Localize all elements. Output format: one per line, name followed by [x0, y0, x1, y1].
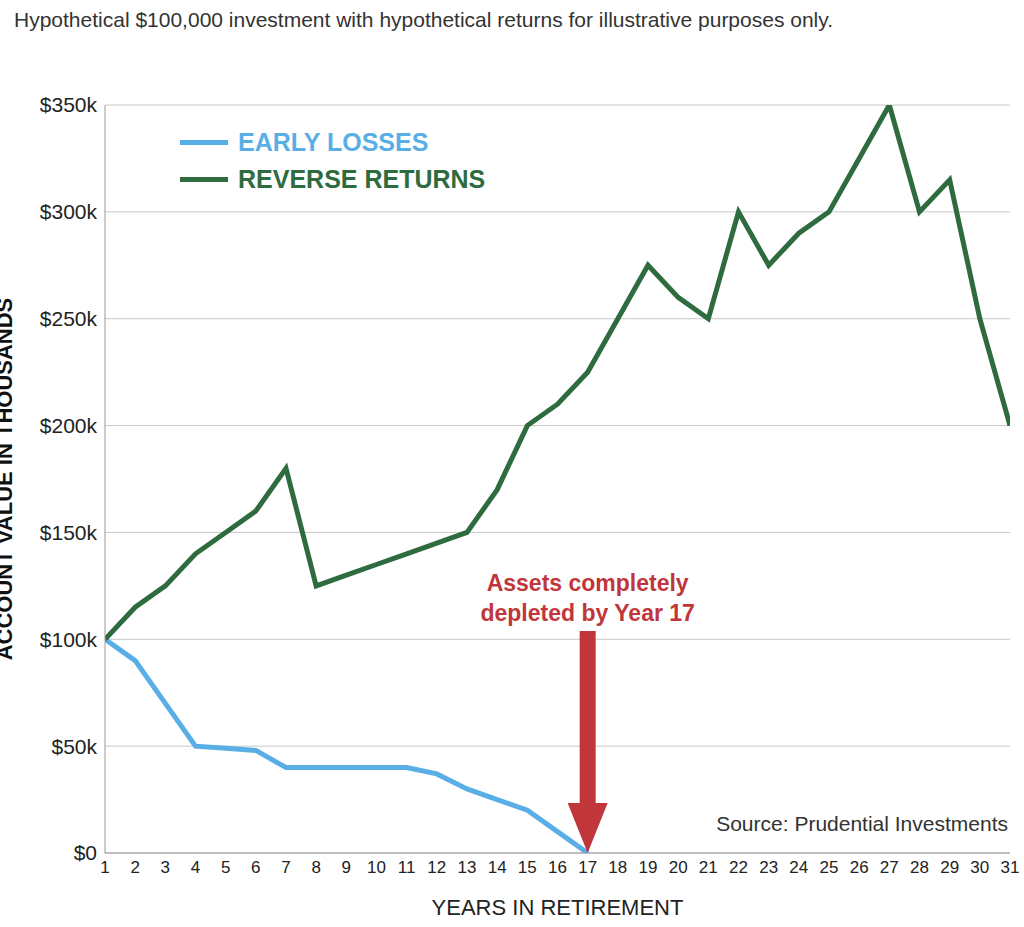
html-text:Source: Prudential Investments: Source: Prudential Investments	[716, 812, 1008, 835]
svg-text:13: 13	[458, 858, 477, 877]
svg-text:24: 24	[789, 858, 808, 877]
html-text:EARLY LOSSES: EARLY LOSSES	[238, 128, 429, 156]
svg-text:27: 27	[880, 858, 899, 877]
svg-text:14: 14	[488, 858, 507, 877]
svg-text:23: 23	[759, 858, 778, 877]
svg-text:19: 19	[639, 858, 658, 877]
svg-text:8: 8	[311, 858, 320, 877]
svg-text:31: 31	[1001, 858, 1016, 877]
svg-text:6: 6	[251, 858, 260, 877]
svg-text:ACCOUNT VALUE IN THOUSANDS: ACCOUNT VALUE IN THOUSANDS	[8, 298, 17, 661]
svg-text:5: 5	[221, 858, 230, 877]
svg-text:$0: $0	[74, 841, 97, 864]
svg-text:30: 30	[970, 858, 989, 877]
svg-text:22: 22	[729, 858, 748, 877]
svg-text:9: 9	[342, 858, 351, 877]
svg-text:$50k: $50k	[51, 735, 97, 758]
svg-text:YEARS IN RETIREMENT: YEARS IN RETIREMENT	[432, 895, 684, 920]
svg-text:25: 25	[820, 858, 839, 877]
svg-text:depleted by Year 17: depleted by Year 17	[480, 600, 694, 626]
svg-text:Assets completely: Assets completely	[487, 570, 689, 596]
svg-text:4: 4	[191, 858, 200, 877]
svg-text:11: 11	[398, 858, 416, 877]
svg-text:20: 20	[669, 858, 688, 877]
svg-text:10: 10	[367, 858, 386, 877]
svg-text:7: 7	[281, 858, 290, 877]
svg-text:$250k: $250k	[40, 307, 98, 330]
svg-text:29: 29	[940, 858, 959, 877]
svg-text:$300k: $300k	[40, 200, 98, 223]
svg-text:1: 1	[100, 858, 109, 877]
svg-text:28: 28	[910, 858, 929, 877]
svg-text:12: 12	[427, 858, 446, 877]
html-text:REVERSE RETURNS: REVERSE RETURNS	[238, 165, 486, 193]
svg-text:3: 3	[161, 858, 170, 877]
svg-text:$200k: $200k	[40, 414, 98, 437]
svg-text:$100k: $100k	[40, 628, 98, 651]
svg-text:21: 21	[699, 858, 718, 877]
svg-text:$150k: $150k	[40, 521, 98, 544]
svg-text:15: 15	[518, 858, 537, 877]
svg-text:18: 18	[608, 858, 627, 877]
svg-text:17: 17	[578, 858, 597, 877]
svg-text:$350k: $350k	[40, 93, 98, 116]
svg-text:26: 26	[850, 858, 869, 877]
svg-text:2: 2	[130, 858, 139, 877]
svg-text:16: 16	[548, 858, 567, 877]
html-text:Hypothetical $100,000 investme: Hypothetical $100,000 investment with hy…	[14, 8, 833, 31]
